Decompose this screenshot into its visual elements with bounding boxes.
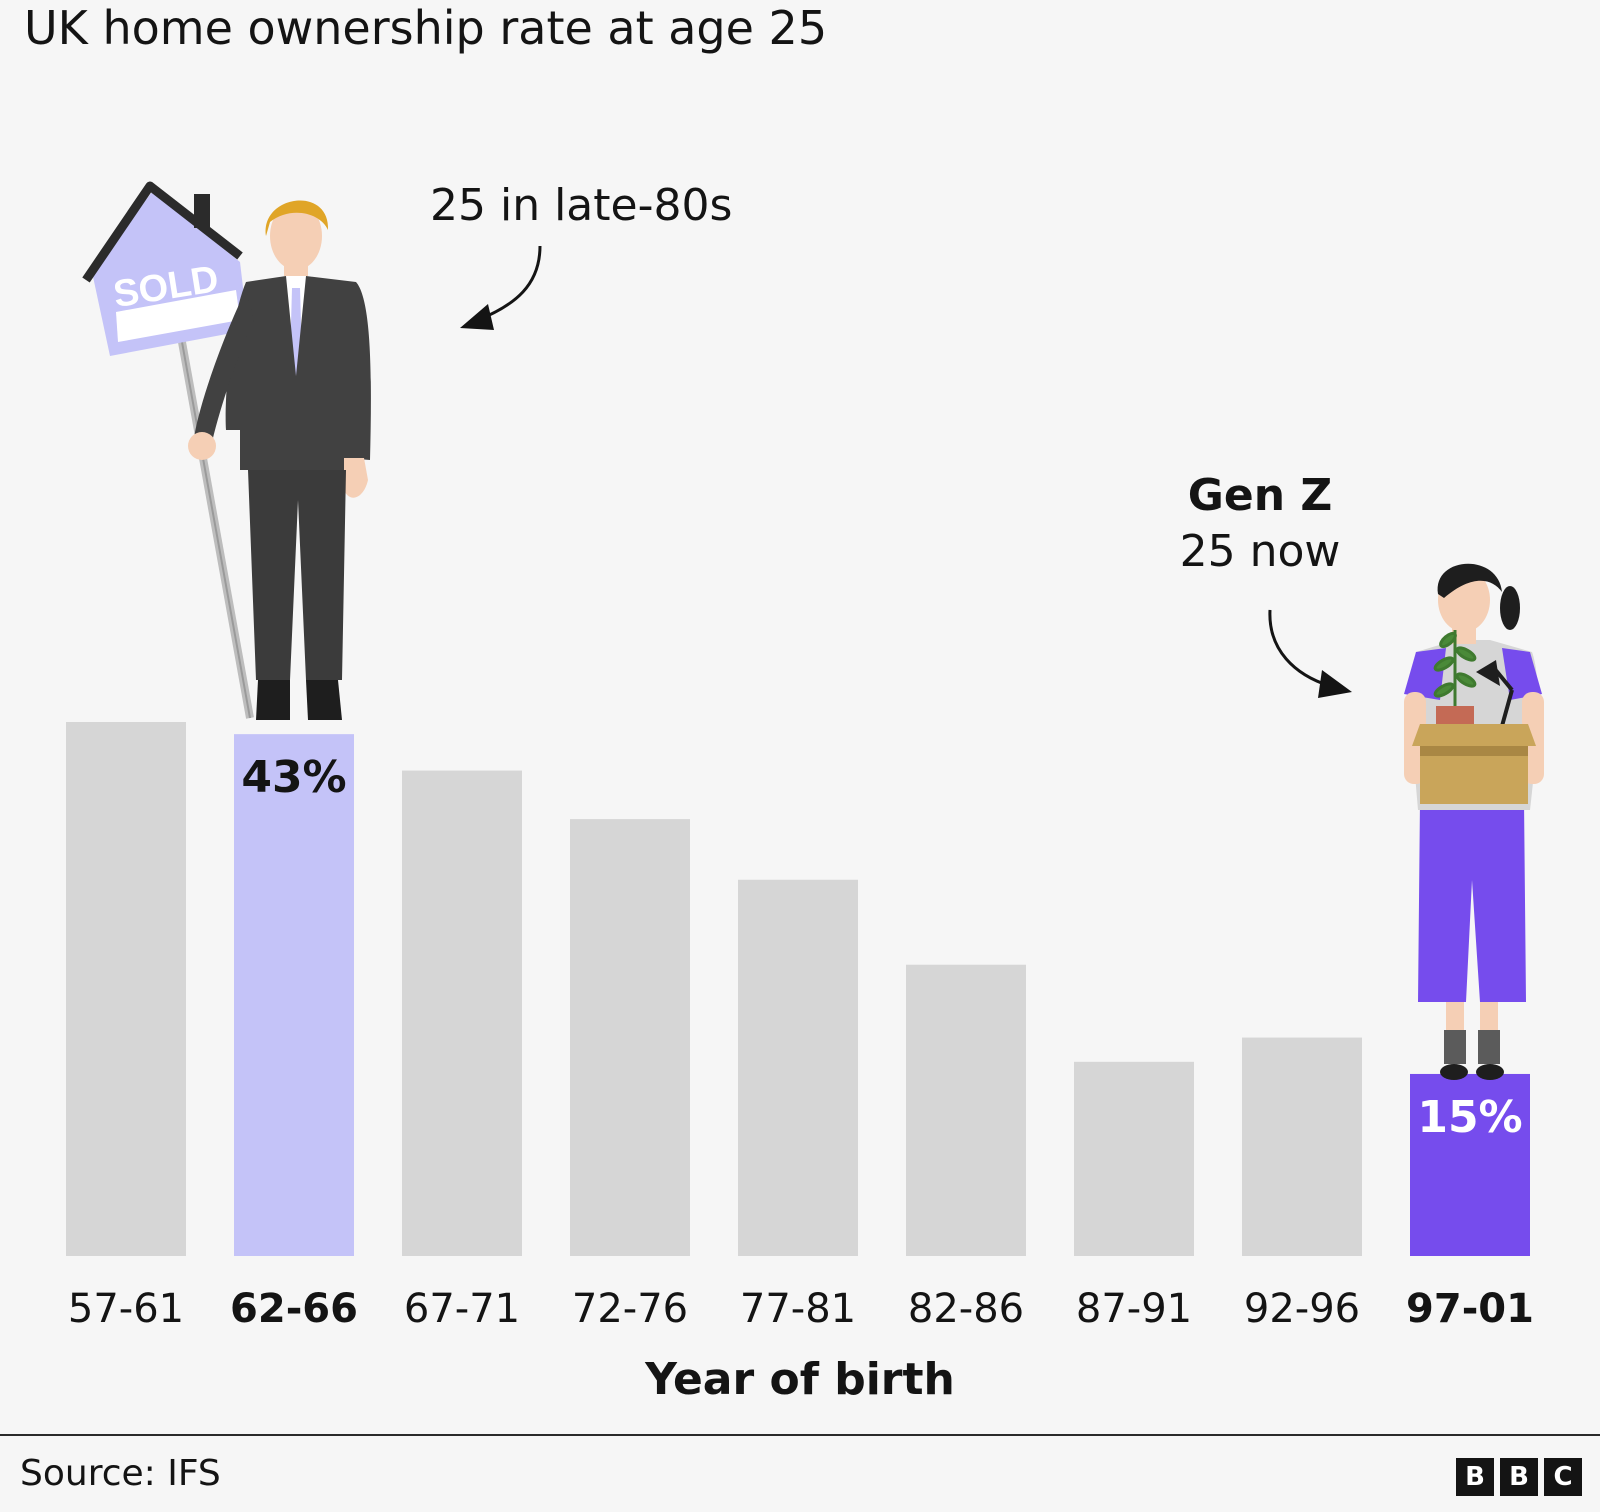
bar-82-86 <box>906 964 1026 1256</box>
chart-title: UK home ownership rate at age 25 <box>24 1 828 55</box>
arrow-late80s-icon <box>460 245 542 330</box>
x-tick-label: 77-81 <box>740 1286 856 1332</box>
bar-57-61 <box>66 722 186 1256</box>
bar-97-01 <box>1410 1073 1530 1256</box>
logo-letter-2: B <box>1500 1458 1538 1496</box>
x-axis-title: Year of birth <box>645 1354 955 1405</box>
source-note: Source: IFS <box>20 1453 221 1494</box>
sold-sign-icon: SOLD <box>82 181 248 356</box>
annotation-genz: Gen Z 25 now <box>1140 468 1380 580</box>
woman-with-box-illustration <box>1404 563 1544 1080</box>
labels-layer: 57-61 62-66 43% 67-71 72-76 77-81 82-86 87-91 92… <box>68 752 1534 1332</box>
bar-62-66 <box>234 734 354 1256</box>
x-tick-label: 62-66 <box>230 1286 358 1332</box>
data-label: 15% <box>1417 1092 1522 1143</box>
logo-letter-1: B <box>1456 1458 1494 1496</box>
x-tick-label: 97-01 <box>1406 1286 1534 1332</box>
annotation-genz-title: Gen Z <box>1187 470 1333 521</box>
bbc-logo: B B C <box>1456 1458 1582 1496</box>
bar-92-96 <box>1242 1037 1362 1256</box>
bars-layer <box>66 722 1530 1256</box>
bar-chart: 57-61 62-66 43% 67-71 72-76 77-81 82-86 87-91 92… <box>66 181 1544 1332</box>
annotation-late80s: 25 in late-80s <box>430 180 733 231</box>
bar-72-76 <box>570 819 690 1256</box>
bar-67-71 <box>402 770 522 1256</box>
x-tick-label: 87-91 <box>1076 1286 1192 1332</box>
x-tick-label: 67-71 <box>404 1286 520 1332</box>
man-with-sold-sign-illustration: SOLD <box>82 181 371 720</box>
x-tick-label: 57-61 <box>68 1286 184 1332</box>
bar-87-91 <box>1074 1061 1194 1256</box>
x-tick-label: 92-96 <box>1244 1286 1360 1332</box>
logo-letter-3: C <box>1544 1458 1582 1496</box>
annotation-genz-subtitle: 25 now <box>1179 526 1341 577</box>
bar-77-81 <box>738 879 858 1256</box>
data-label: 43% <box>241 752 346 803</box>
x-tick-label: 82-86 <box>908 1286 1024 1332</box>
x-tick-label: 72-76 <box>572 1286 688 1332</box>
arrow-genz-icon <box>1268 609 1352 698</box>
footer-divider <box>0 1434 1600 1436</box>
